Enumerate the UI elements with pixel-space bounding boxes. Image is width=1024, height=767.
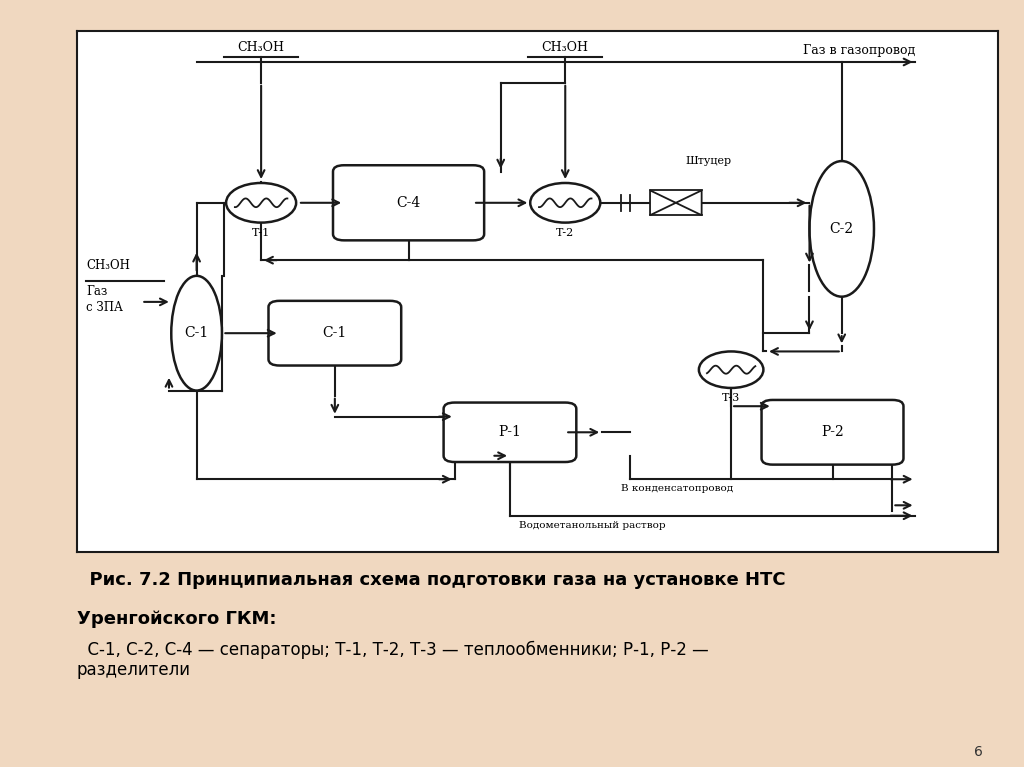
FancyBboxPatch shape xyxy=(268,301,401,366)
Text: Водометанольный раствор: Водометанольный раствор xyxy=(519,521,666,530)
Text: С-2: С-2 xyxy=(829,222,854,236)
Circle shape xyxy=(226,183,296,222)
Text: Штуцер: Штуцер xyxy=(685,156,731,166)
FancyBboxPatch shape xyxy=(762,400,903,465)
Text: С-1, С-2, С-4 — сепараторы; Т-1, Т-2, Т-3 — теплообменники; Р-1, Р-2 —
разделите: С-1, С-2, С-4 — сепараторы; Т-1, Т-2, Т-… xyxy=(77,640,709,680)
Text: Р-1: Р-1 xyxy=(499,425,521,439)
Text: Рис. 7.2 Принципиальная схема подготовки газа на установке НТС: Рис. 7.2 Принципиальная схема подготовки… xyxy=(77,571,785,589)
FancyBboxPatch shape xyxy=(333,165,484,240)
Text: СН₃ОН: СН₃ОН xyxy=(238,41,285,54)
Text: С-1: С-1 xyxy=(184,326,209,341)
Polygon shape xyxy=(676,190,701,216)
Circle shape xyxy=(699,351,764,388)
Text: 6: 6 xyxy=(974,746,983,759)
Ellipse shape xyxy=(171,276,222,390)
Text: Т-2: Т-2 xyxy=(556,228,574,238)
Text: СН₃ОН: СН₃ОН xyxy=(86,259,130,272)
Text: Т-3: Т-3 xyxy=(722,393,740,403)
Text: Р-2: Р-2 xyxy=(821,425,844,439)
Polygon shape xyxy=(650,190,676,216)
Text: Газ: Газ xyxy=(86,285,108,298)
Circle shape xyxy=(530,183,600,222)
Text: СН₃ОН: СН₃ОН xyxy=(542,41,589,54)
Text: С-1: С-1 xyxy=(323,326,347,341)
Text: Т-1: Т-1 xyxy=(252,228,270,238)
Text: Газ в газопровод: Газ в газопровод xyxy=(803,44,915,57)
Text: Уренгойского ГКМ:: Уренгойского ГКМ: xyxy=(77,610,276,627)
Text: С-4: С-4 xyxy=(396,196,421,210)
Text: с ЗПА: с ЗПА xyxy=(86,301,123,314)
Ellipse shape xyxy=(810,161,874,297)
Text: В конденсатопровод: В конденсатопровод xyxy=(621,485,732,493)
FancyBboxPatch shape xyxy=(443,403,577,462)
